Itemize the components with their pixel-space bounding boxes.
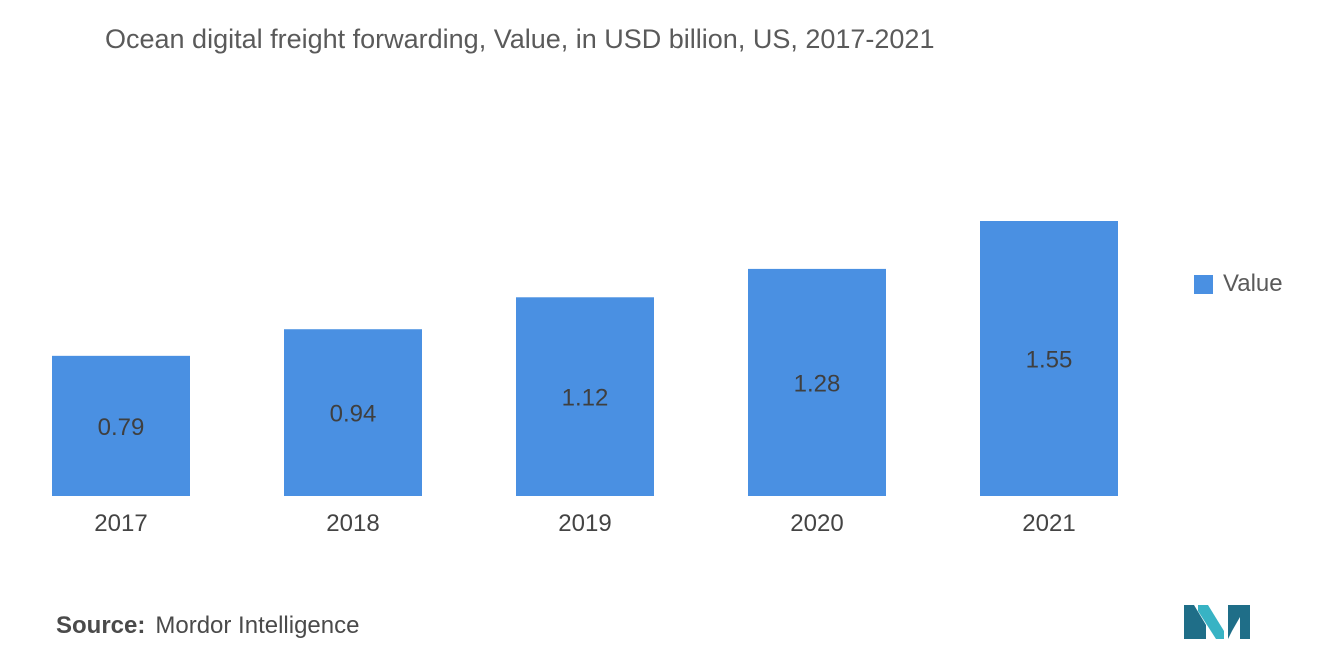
x-tick-label-2021: 2021 bbox=[1022, 510, 1075, 537]
bar-2018 bbox=[284, 329, 422, 496]
chart-title: Ocean digital freight forwarding, Value,… bbox=[105, 24, 935, 54]
bar-2017 bbox=[52, 355, 190, 496]
mordor-intelligence-logo-icon bbox=[1184, 605, 1250, 639]
logo-shape-right bbox=[1228, 605, 1250, 639]
data-label-2017: 0.79 bbox=[98, 414, 145, 441]
bar-2019 bbox=[516, 297, 654, 496]
logo-shape-mid bbox=[1198, 605, 1224, 639]
data-label-2019: 1.12 bbox=[562, 385, 609, 412]
x-tick-label-2018: 2018 bbox=[326, 510, 379, 537]
bar-2021 bbox=[980, 221, 1118, 496]
data-label-2020: 1.28 bbox=[794, 370, 841, 397]
legend: Value bbox=[1194, 270, 1283, 298]
source-prefix: Source: bbox=[56, 612, 146, 639]
source-text: Mordor Intelligence bbox=[155, 612, 360, 639]
data-label-2018: 0.94 bbox=[330, 401, 377, 428]
x-tick-label-2017: 2017 bbox=[94, 510, 147, 537]
bar-2020 bbox=[748, 268, 886, 496]
x-tick-label-2020: 2020 bbox=[790, 510, 843, 537]
data-label-2021: 1.55 bbox=[1026, 347, 1073, 374]
legend-swatch bbox=[1194, 274, 1213, 294]
source-note: Source: Mordor Intelligence bbox=[56, 612, 359, 640]
logo-shape-left bbox=[1184, 605, 1206, 639]
x-tick-label-2019: 2019 bbox=[558, 510, 611, 537]
legend-label: Value bbox=[1223, 270, 1283, 297]
